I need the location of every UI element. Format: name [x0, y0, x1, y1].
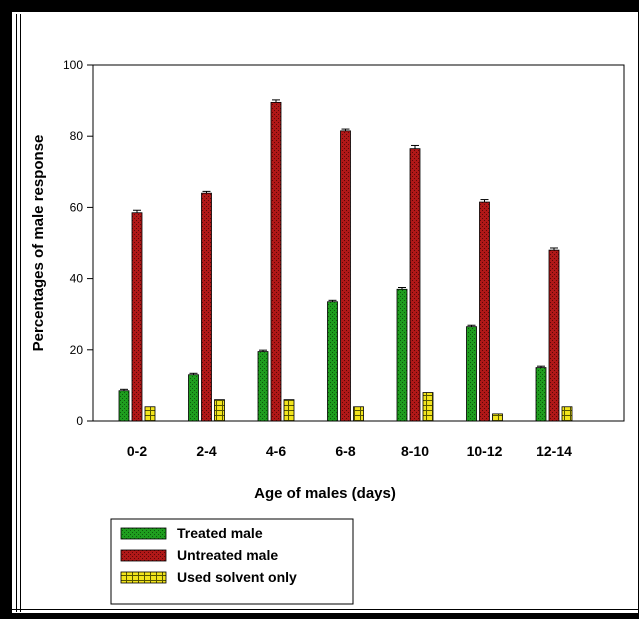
bar-treated-male-8-10 [396, 288, 408, 422]
bars [118, 99, 573, 422]
bar-untreated-male-0-2 [131, 212, 143, 422]
legend-label: Treated male [177, 525, 263, 541]
y-axis-ticks: 0 20 40 60 80 100 [63, 58, 93, 428]
bar-treated-male-6-8 [327, 301, 338, 422]
legend-swatch [120, 571, 167, 584]
x-tick-label: 4-6 [266, 443, 286, 459]
x-tick-label: 8-10 [401, 443, 429, 459]
y-axis-label: Percentages of male response [30, 135, 47, 352]
bar-used-solvent-only-10-12 [492, 413, 503, 422]
bar-used-solvent-only-6-8 [353, 406, 364, 422]
bar-untreated-male-6-8 [340, 130, 351, 422]
bar-treated-male-0-2 [118, 390, 130, 422]
y-tick-label: 100 [63, 58, 83, 72]
legend-label: Untreated male [177, 547, 278, 563]
bar-untreated-male-12-14 [548, 249, 560, 422]
legend: Treated male Untreated male Used solvent o… [120, 525, 297, 585]
bar-treated-male-2-4 [188, 374, 199, 422]
legend-swatch [120, 549, 167, 562]
x-tick-label: 6-8 [335, 443, 355, 459]
x-tick-label: 12-14 [536, 443, 572, 459]
bar-treated-male-10-12 [466, 326, 477, 422]
y-tick-label: 20 [70, 343, 84, 357]
y-tick-label: 40 [70, 272, 84, 286]
bar-untreated-male-4-6 [270, 101, 282, 422]
bar-used-solvent-only-0-2 [144, 406, 156, 422]
x-axis-tick-labels: 0-2 2-4 4-6 6-8 8-10 10-12 12-14 [127, 443, 572, 459]
legend-label: Used solvent only [177, 569, 297, 585]
y-tick-label: 60 [70, 200, 84, 214]
bar-untreated-male-8-10 [409, 148, 421, 422]
inner-panel [12, 12, 638, 613]
legend-swatch [120, 527, 167, 540]
bar-used-solvent-only-12-14 [561, 406, 573, 422]
bar-untreated-male-2-4 [201, 192, 212, 422]
x-tick-label: 0-2 [127, 443, 147, 459]
bar-used-solvent-only-4-6 [283, 399, 295, 422]
y-tick-label: 80 [70, 129, 84, 143]
y-tick-label: 0 [76, 414, 83, 428]
bar-treated-male-12-14 [535, 367, 547, 422]
bar-used-solvent-only-2-4 [214, 399, 225, 422]
legend-box [110, 518, 354, 605]
x-tick-label: 2-4 [196, 443, 216, 459]
x-axis-label: Age of males (days) [254, 485, 396, 502]
bar-untreated-male-10-12 [479, 201, 490, 422]
bar-treated-male-4-6 [257, 351, 269, 422]
bar-used-solvent-only-8-10 [422, 392, 434, 422]
x-tick-label: 10-12 [467, 443, 503, 459]
